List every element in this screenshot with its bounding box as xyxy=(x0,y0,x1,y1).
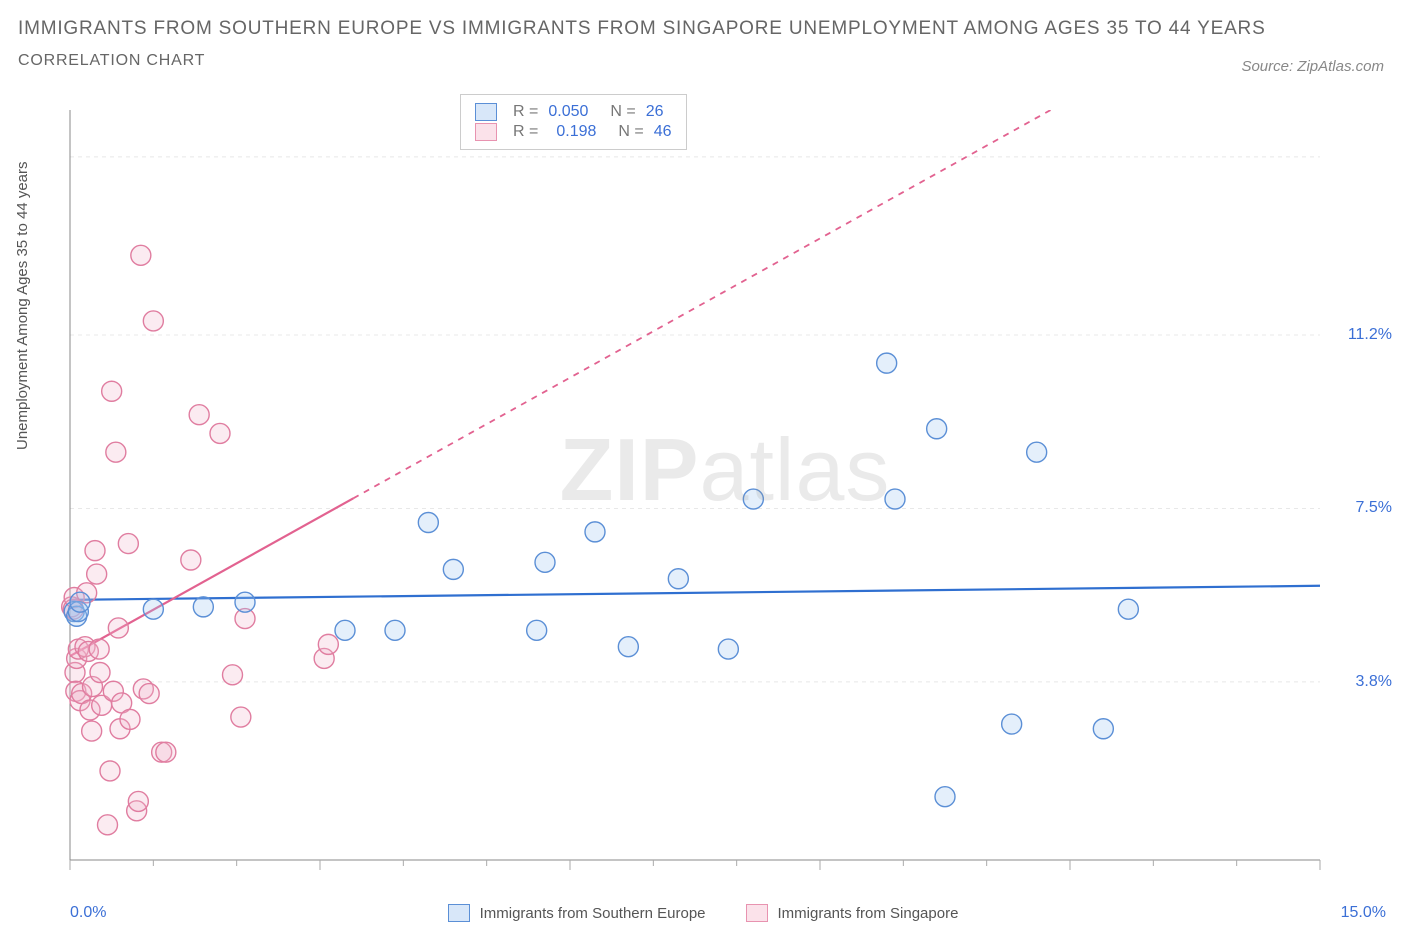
legend-series-blue: Immigrants from Southern Europe xyxy=(448,904,706,922)
legend-series: Immigrants from Southern Europe Immigran… xyxy=(0,904,1406,922)
scatter-plot: ZIPatlas xyxy=(60,100,1390,870)
legend-swatch-blue xyxy=(475,103,497,121)
legend-r-label-blue: R = xyxy=(513,103,538,121)
legend-series-pink: Immigrants from Singapore xyxy=(746,904,959,922)
plot-svg xyxy=(60,100,1390,870)
legend-r-value-blue: 0.050 xyxy=(548,103,588,121)
legend-series-label-pink: Immigrants from Singapore xyxy=(778,905,959,922)
legend-n-label-pink: N = xyxy=(618,123,643,141)
legend-r-value-pink: 0.198 xyxy=(556,123,596,141)
chart-title-line1: IMMIGRANTS FROM SOUTHERN EUROPE VS IMMIG… xyxy=(18,18,1406,40)
title-area: IMMIGRANTS FROM SOUTHERN EUROPE VS IMMIG… xyxy=(0,0,1406,70)
legend-series-swatch-pink xyxy=(746,904,768,922)
legend-stats-row-blue: R = 0.050 N = 26 xyxy=(475,103,672,121)
legend-swatch-pink xyxy=(475,123,497,141)
legend-stats: R = 0.050 N = 26 R = 0.198 N = 46 xyxy=(460,94,687,150)
legend-stats-row-pink: R = 0.198 N = 46 xyxy=(475,123,672,141)
legend-n-label-blue: N = xyxy=(610,103,635,121)
legend-r-label-pink: R = xyxy=(513,123,538,141)
legend-n-value-blue: 26 xyxy=(646,103,664,121)
legend-series-label-blue: Immigrants from Southern Europe xyxy=(480,905,706,922)
y-axis-label: Unemployment Among Ages 35 to 44 years xyxy=(14,161,31,450)
legend-series-swatch-blue xyxy=(448,904,470,922)
y-tick-label: 7.5% xyxy=(1356,499,1392,517)
legend-n-value-pink: 46 xyxy=(654,123,672,141)
y-tick-label: 11.2% xyxy=(1348,326,1392,344)
y-tick-label: 3.8% xyxy=(1356,673,1392,691)
source-attribution: Source: ZipAtlas.com xyxy=(1241,58,1384,75)
chart-title-line2: CORRELATION CHART xyxy=(18,52,1406,70)
